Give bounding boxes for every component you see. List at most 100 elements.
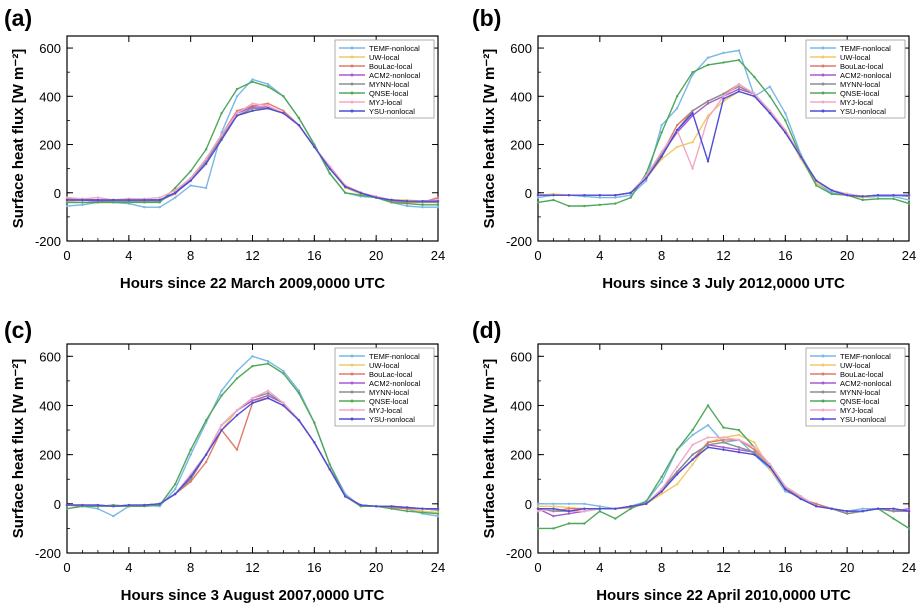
panel-label: (b) xyxy=(472,5,501,31)
legend-entry: MYNN-local xyxy=(369,80,409,89)
data-point xyxy=(799,495,802,498)
legend-entry: TEMF-nonlocal xyxy=(369,44,420,53)
x-axis-label: Hours since 22 April 2010,0000 UTC xyxy=(596,587,851,604)
data-point xyxy=(737,85,741,88)
data-point xyxy=(143,198,146,202)
x-tick-label: 24 xyxy=(431,248,445,263)
data-point xyxy=(845,510,849,513)
data-point xyxy=(127,201,131,204)
data-point xyxy=(436,206,440,209)
data-point xyxy=(552,514,555,518)
data-point xyxy=(536,193,540,197)
data-point xyxy=(892,517,895,520)
x-tick-label: 4 xyxy=(125,560,132,575)
data-point xyxy=(892,507,895,510)
data-point xyxy=(235,87,239,91)
data-point xyxy=(660,480,663,483)
data-point xyxy=(660,490,663,493)
x-tick-label: 20 xyxy=(369,248,383,263)
data-point xyxy=(174,189,177,192)
data-point xyxy=(552,527,555,530)
data-point xyxy=(691,458,694,461)
legend-marker xyxy=(350,390,354,394)
data-point xyxy=(174,196,177,199)
data-point xyxy=(552,507,555,510)
data-point xyxy=(768,109,772,112)
data-point xyxy=(722,446,725,449)
data-point xyxy=(706,116,710,120)
data-point xyxy=(907,510,911,513)
data-point xyxy=(65,198,69,202)
data-point xyxy=(189,179,192,182)
data-point xyxy=(81,201,84,204)
data-point xyxy=(65,204,69,208)
data-point xyxy=(660,475,663,478)
data-point xyxy=(907,193,911,197)
x-tick-label: 4 xyxy=(125,248,132,263)
data-point xyxy=(830,189,833,192)
data-point xyxy=(65,196,69,199)
data-point xyxy=(96,196,100,199)
data-point xyxy=(815,184,818,187)
data-point xyxy=(799,155,802,158)
data-point xyxy=(583,507,586,510)
data-point xyxy=(691,443,694,447)
data-point xyxy=(722,95,725,98)
legend-entry: QNSE-local xyxy=(369,89,409,98)
data-point xyxy=(266,360,270,363)
data-point xyxy=(691,428,694,432)
legend-marker xyxy=(350,46,354,50)
data-point xyxy=(706,423,710,427)
series-line-mynn-local xyxy=(67,107,438,204)
data-point xyxy=(753,448,756,451)
data-point xyxy=(204,162,208,166)
x-tick-label: 8 xyxy=(187,560,194,575)
data-point xyxy=(567,510,571,513)
y-tick-label: 600 xyxy=(510,41,532,56)
data-point xyxy=(583,204,586,208)
data-point xyxy=(660,150,663,153)
data-point xyxy=(220,111,223,115)
x-tick-label: 20 xyxy=(840,248,854,263)
data-point xyxy=(421,206,424,209)
data-point xyxy=(297,124,301,127)
legend-entry: UW-local xyxy=(369,53,400,62)
legend-entry: BouLac-local xyxy=(840,370,884,379)
data-point xyxy=(567,512,571,515)
data-point xyxy=(374,196,378,199)
x-tick-label: 0 xyxy=(63,248,70,263)
data-point xyxy=(65,503,69,507)
data-point xyxy=(158,201,161,204)
data-point xyxy=(405,510,409,513)
x-tick-label: 0 xyxy=(63,560,70,575)
data-point xyxy=(722,61,725,64)
data-point xyxy=(189,478,192,481)
data-point xyxy=(112,505,115,508)
data-point xyxy=(598,505,602,508)
legend-marker xyxy=(821,408,825,412)
legend-entry: TEMF-nonlocal xyxy=(840,352,891,361)
data-point xyxy=(598,507,602,510)
data-point xyxy=(845,512,849,515)
x-tick-label: 12 xyxy=(716,248,730,263)
data-point xyxy=(645,502,648,506)
data-point xyxy=(174,186,177,190)
data-point xyxy=(359,503,362,507)
data-point xyxy=(536,510,540,513)
series-line-boulac-local xyxy=(537,439,909,515)
data-point xyxy=(861,510,864,513)
data-point xyxy=(158,502,161,506)
y-tick-label: 200 xyxy=(510,138,532,153)
data-point xyxy=(204,157,208,161)
data-point xyxy=(174,492,177,496)
legend-entry: TEMF-nonlocal xyxy=(840,44,891,53)
data-point xyxy=(861,507,864,510)
data-point xyxy=(614,517,617,520)
data-point xyxy=(127,198,131,202)
data-point xyxy=(174,191,177,194)
x-tick-label: 0 xyxy=(534,248,541,263)
data-point xyxy=(251,401,254,405)
legend-entry: QNSE-local xyxy=(840,397,880,406)
legend-box xyxy=(805,347,906,427)
